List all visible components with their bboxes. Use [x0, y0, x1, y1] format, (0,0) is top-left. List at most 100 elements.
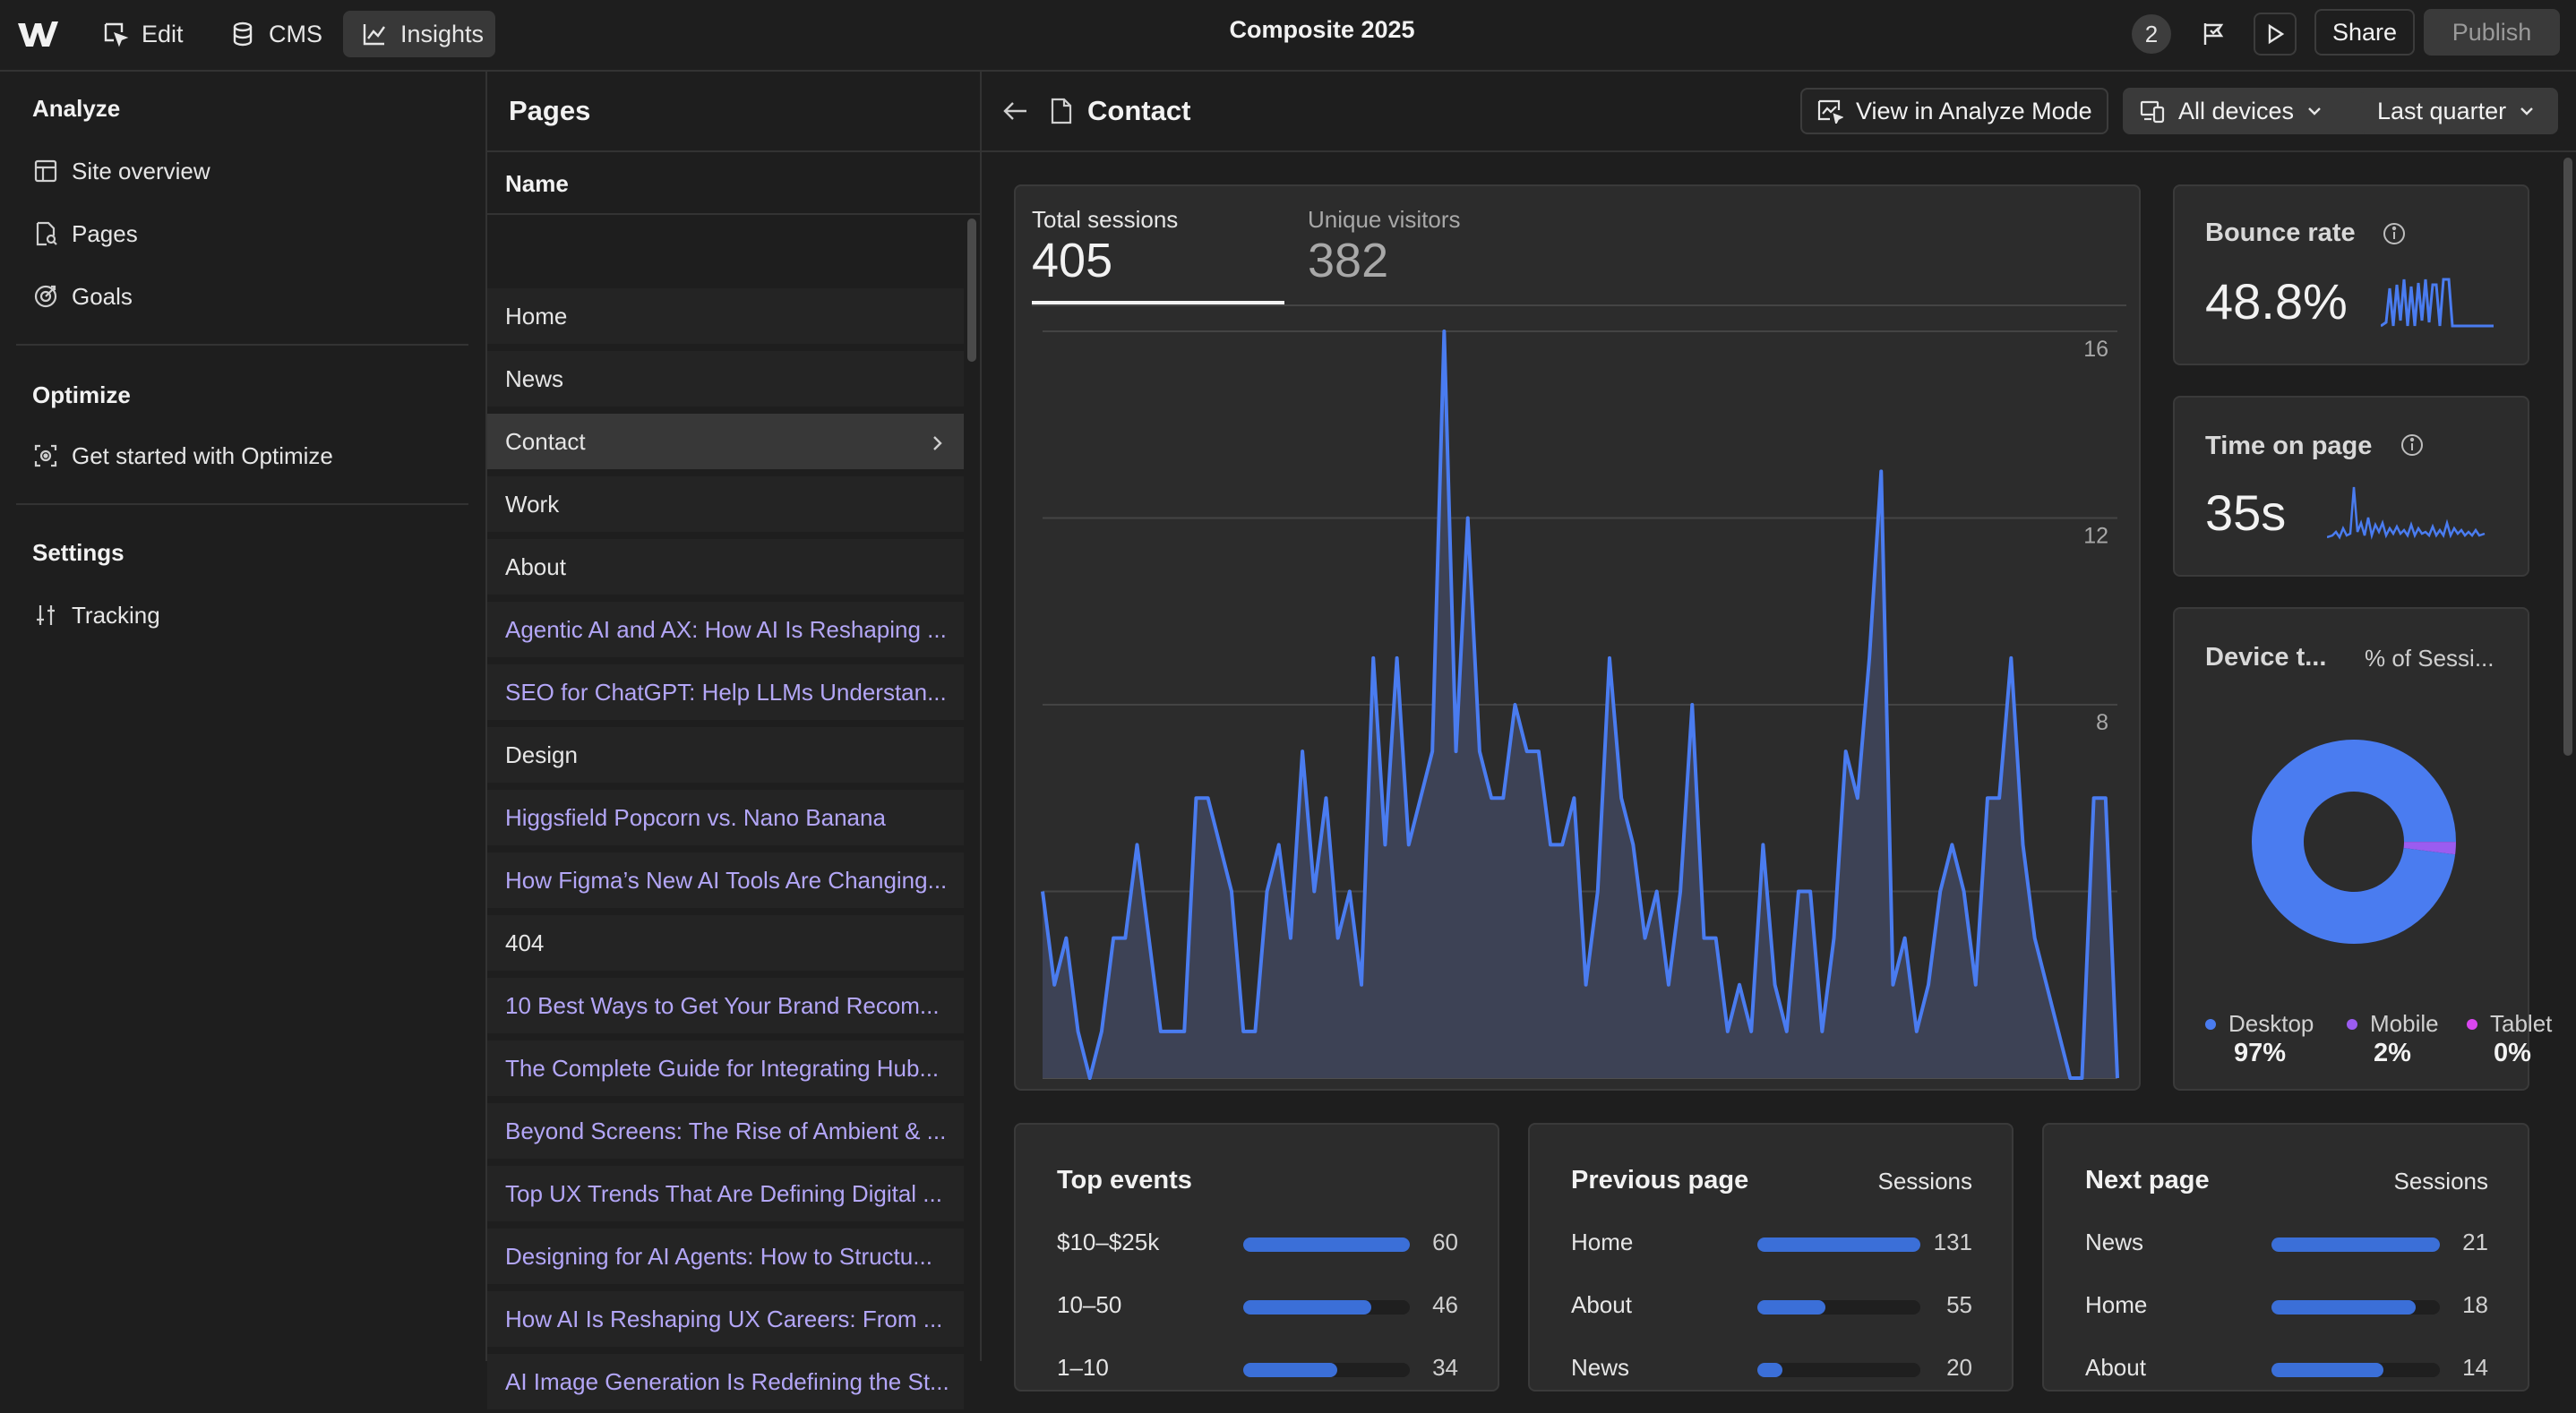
sidebar-item-site-overview[interactable]: Site overview: [32, 149, 210, 193]
list-item-bar-track: [2271, 1363, 2440, 1377]
comment-flag-icon: [2200, 20, 2228, 48]
list-item-bar-track: [2271, 1300, 2440, 1315]
list-item-label[interactable]: Home: [2085, 1291, 2148, 1318]
chart-line-icon: [361, 21, 388, 47]
list-item-label[interactable]: About: [1571, 1291, 1632, 1318]
list-item-bar: [1757, 1363, 1782, 1377]
list-item-label[interactable]: Home: [1571, 1229, 1634, 1255]
page-file-icon: [1050, 97, 1073, 125]
list-item-bar: [1757, 1300, 1825, 1315]
list-item-bar-track: [1757, 1300, 1920, 1315]
list-item-bar: [1243, 1363, 1337, 1377]
page-row-blog[interactable]: How AI Is Reshaping UX Careers: From ...: [487, 1291, 964, 1350]
page-row-design[interactable]: Design: [487, 727, 964, 786]
info-icon[interactable]: [2381, 220, 2408, 247]
play-icon: [2263, 22, 2287, 46]
page-row-blog[interactable]: Beyond Screens: The Rise of Ambient & ..…: [487, 1103, 964, 1162]
list-item-bar-track: [1243, 1363, 1410, 1377]
device-filter-dropdown[interactable]: All devices: [2123, 88, 2377, 134]
preview-button[interactable]: [2254, 13, 2297, 56]
page-row-blog[interactable]: 10 Best Ways to Get Your Brand Recom...: [487, 978, 964, 1037]
sidebar-item-pages[interactable]: Pages: [32, 211, 138, 256]
bounce-rate-title: Bounce rate: [2205, 218, 2356, 247]
donut-slice-mobile[interactable]: [2252, 740, 2456, 944]
page-row-label: News: [505, 364, 564, 392]
page-row-about[interactable]: About: [487, 539, 964, 598]
comments-button[interactable]: [2193, 13, 2236, 56]
name-column-header[interactable]: Name: [505, 170, 569, 197]
list-item-value: 131: [1933, 1229, 1972, 1255]
device-donut-chart[interactable]: [2246, 734, 2461, 949]
page-row-blog[interactable]: The Complete Guide for Integrating Hub..…: [487, 1040, 964, 1100]
bounce-rate-card: Bounce rate 48.8%: [2173, 184, 2529, 365]
pages-scrollbar[interactable]: [967, 218, 976, 362]
page-row-news[interactable]: News: [487, 351, 964, 410]
y-tick-label: 16: [2083, 337, 2108, 362]
page-row-label: Agentic AI and AX: How AI Is Reshaping .…: [505, 615, 947, 643]
list-item-bar-track: [1757, 1363, 1920, 1377]
view-analyze-mode-button[interactable]: View in Analyze Mode: [1800, 88, 2108, 134]
page-row-blog[interactable]: Agentic AI and AX: How AI Is Reshaping .…: [487, 602, 964, 661]
donut-slice-desktop[interactable]: [2252, 740, 2456, 944]
page-row-label: Higgsfield Popcorn vs. Nano Banana: [505, 803, 886, 831]
device-type-title: Device t...: [2205, 643, 2327, 672]
back-arrow-icon[interactable]: [1001, 98, 1030, 124]
sidebar-item-label: Get started with Optimize: [72, 441, 333, 469]
info-icon[interactable]: [2399, 432, 2426, 458]
range-filter-dropdown[interactable]: Last quarter: [2361, 88, 2558, 134]
range-filter-value: Last quarter: [2377, 97, 2507, 124]
cms-button[interactable]: CMS: [211, 11, 340, 57]
share-button[interactable]: Share: [2314, 9, 2415, 56]
insights-button[interactable]: Insights: [343, 11, 495, 57]
list-item-label[interactable]: $10–$25k: [1057, 1229, 1160, 1255]
devices-icon: [2139, 98, 2166, 124]
total-sessions-tab-label[interactable]: Total sessions: [1032, 206, 1179, 233]
page-row-label: The Complete Guide for Integrating Hub..…: [505, 1054, 940, 1082]
settings-heading: Settings: [32, 539, 125, 566]
page-title: Contact: [1087, 95, 1191, 126]
list-item-label[interactable]: About: [2085, 1354, 2146, 1381]
optimize-icon: [32, 442, 59, 469]
page-row-contact[interactable]: Contact: [487, 414, 964, 473]
page-row-blog[interactable]: AI Image Generation Is Redefining the St…: [487, 1354, 964, 1413]
sessions-series-line[interactable]: [1041, 330, 2119, 1080]
time-on-page-title: Time on page: [2205, 432, 2373, 460]
list-item-label[interactable]: 10–50: [1057, 1291, 1122, 1318]
publish-button[interactable]: Publish: [2424, 9, 2560, 56]
analyze-chart-icon: [1816, 98, 1843, 124]
page-row-blog[interactable]: SEO for ChatGPT: Help LLMs Understan...: [487, 664, 964, 724]
page-row-label: Designing for AI Agents: How to Structu.…: [505, 1242, 932, 1270]
main-scrollbar[interactable]: [2563, 158, 2572, 756]
top-events-title: Top events: [1057, 1166, 1192, 1195]
list-item-label[interactable]: News: [1571, 1354, 1630, 1381]
next-page-card: Next page Sessions News 21 Home 18 About 14: [2042, 1123, 2529, 1392]
page-row-label: 404: [505, 929, 545, 956]
chevron-down-icon: [2519, 105, 2535, 117]
list-item-label[interactable]: News: [2085, 1229, 2144, 1255]
page-row-work[interactable]: Work: [487, 476, 964, 535]
unique-visitors-tab-label[interactable]: Unique visitors: [1308, 206, 1461, 233]
page-row-404[interactable]: 404: [487, 915, 964, 974]
total-sessions-value: 405: [1032, 234, 1113, 287]
page-row-blog[interactable]: Higgsfield Popcorn vs. Nano Banana: [487, 790, 964, 849]
page-row-blog[interactable]: How Figma’s New AI Tools Are Changing...: [487, 852, 964, 912]
notification-badge[interactable]: 2: [2132, 14, 2171, 54]
sidebar-item-goals[interactable]: Goals: [32, 274, 133, 319]
sidebar-item-tracking[interactable]: Tracking: [32, 593, 160, 638]
page-row-label: SEO for ChatGPT: Help LLMs Understan...: [505, 678, 947, 706]
cms-label: CMS: [269, 20, 322, 47]
list-item-bar: [2271, 1300, 2416, 1315]
list-item-label[interactable]: 1–10: [1057, 1354, 1109, 1381]
legend-desktop-label: Desktop: [2228, 1010, 2314, 1037]
page-row-home[interactable]: Home: [487, 288, 964, 347]
sessions-area-fill: [1043, 331, 2117, 1078]
sidebar-divider: [16, 503, 468, 505]
page-row-blog[interactable]: Designing for AI Agents: How to Structu.…: [487, 1229, 964, 1288]
sessions-area-chart[interactable]: 48121610/110/710/1310/1910/2510/3111/611…: [1016, 186, 2139, 1089]
sidebar-item-get-started-optimize[interactable]: Get started with Optimize: [32, 433, 333, 478]
time-on-page-card: Time on page 35s: [2173, 396, 2529, 577]
webflow-logo-icon[interactable]: [16, 18, 59, 50]
page-row-blog[interactable]: Top UX Trends That Are Defining Digital …: [487, 1166, 964, 1225]
sidebar-divider: [16, 344, 468, 346]
edit-button[interactable]: Edit: [84, 11, 202, 57]
